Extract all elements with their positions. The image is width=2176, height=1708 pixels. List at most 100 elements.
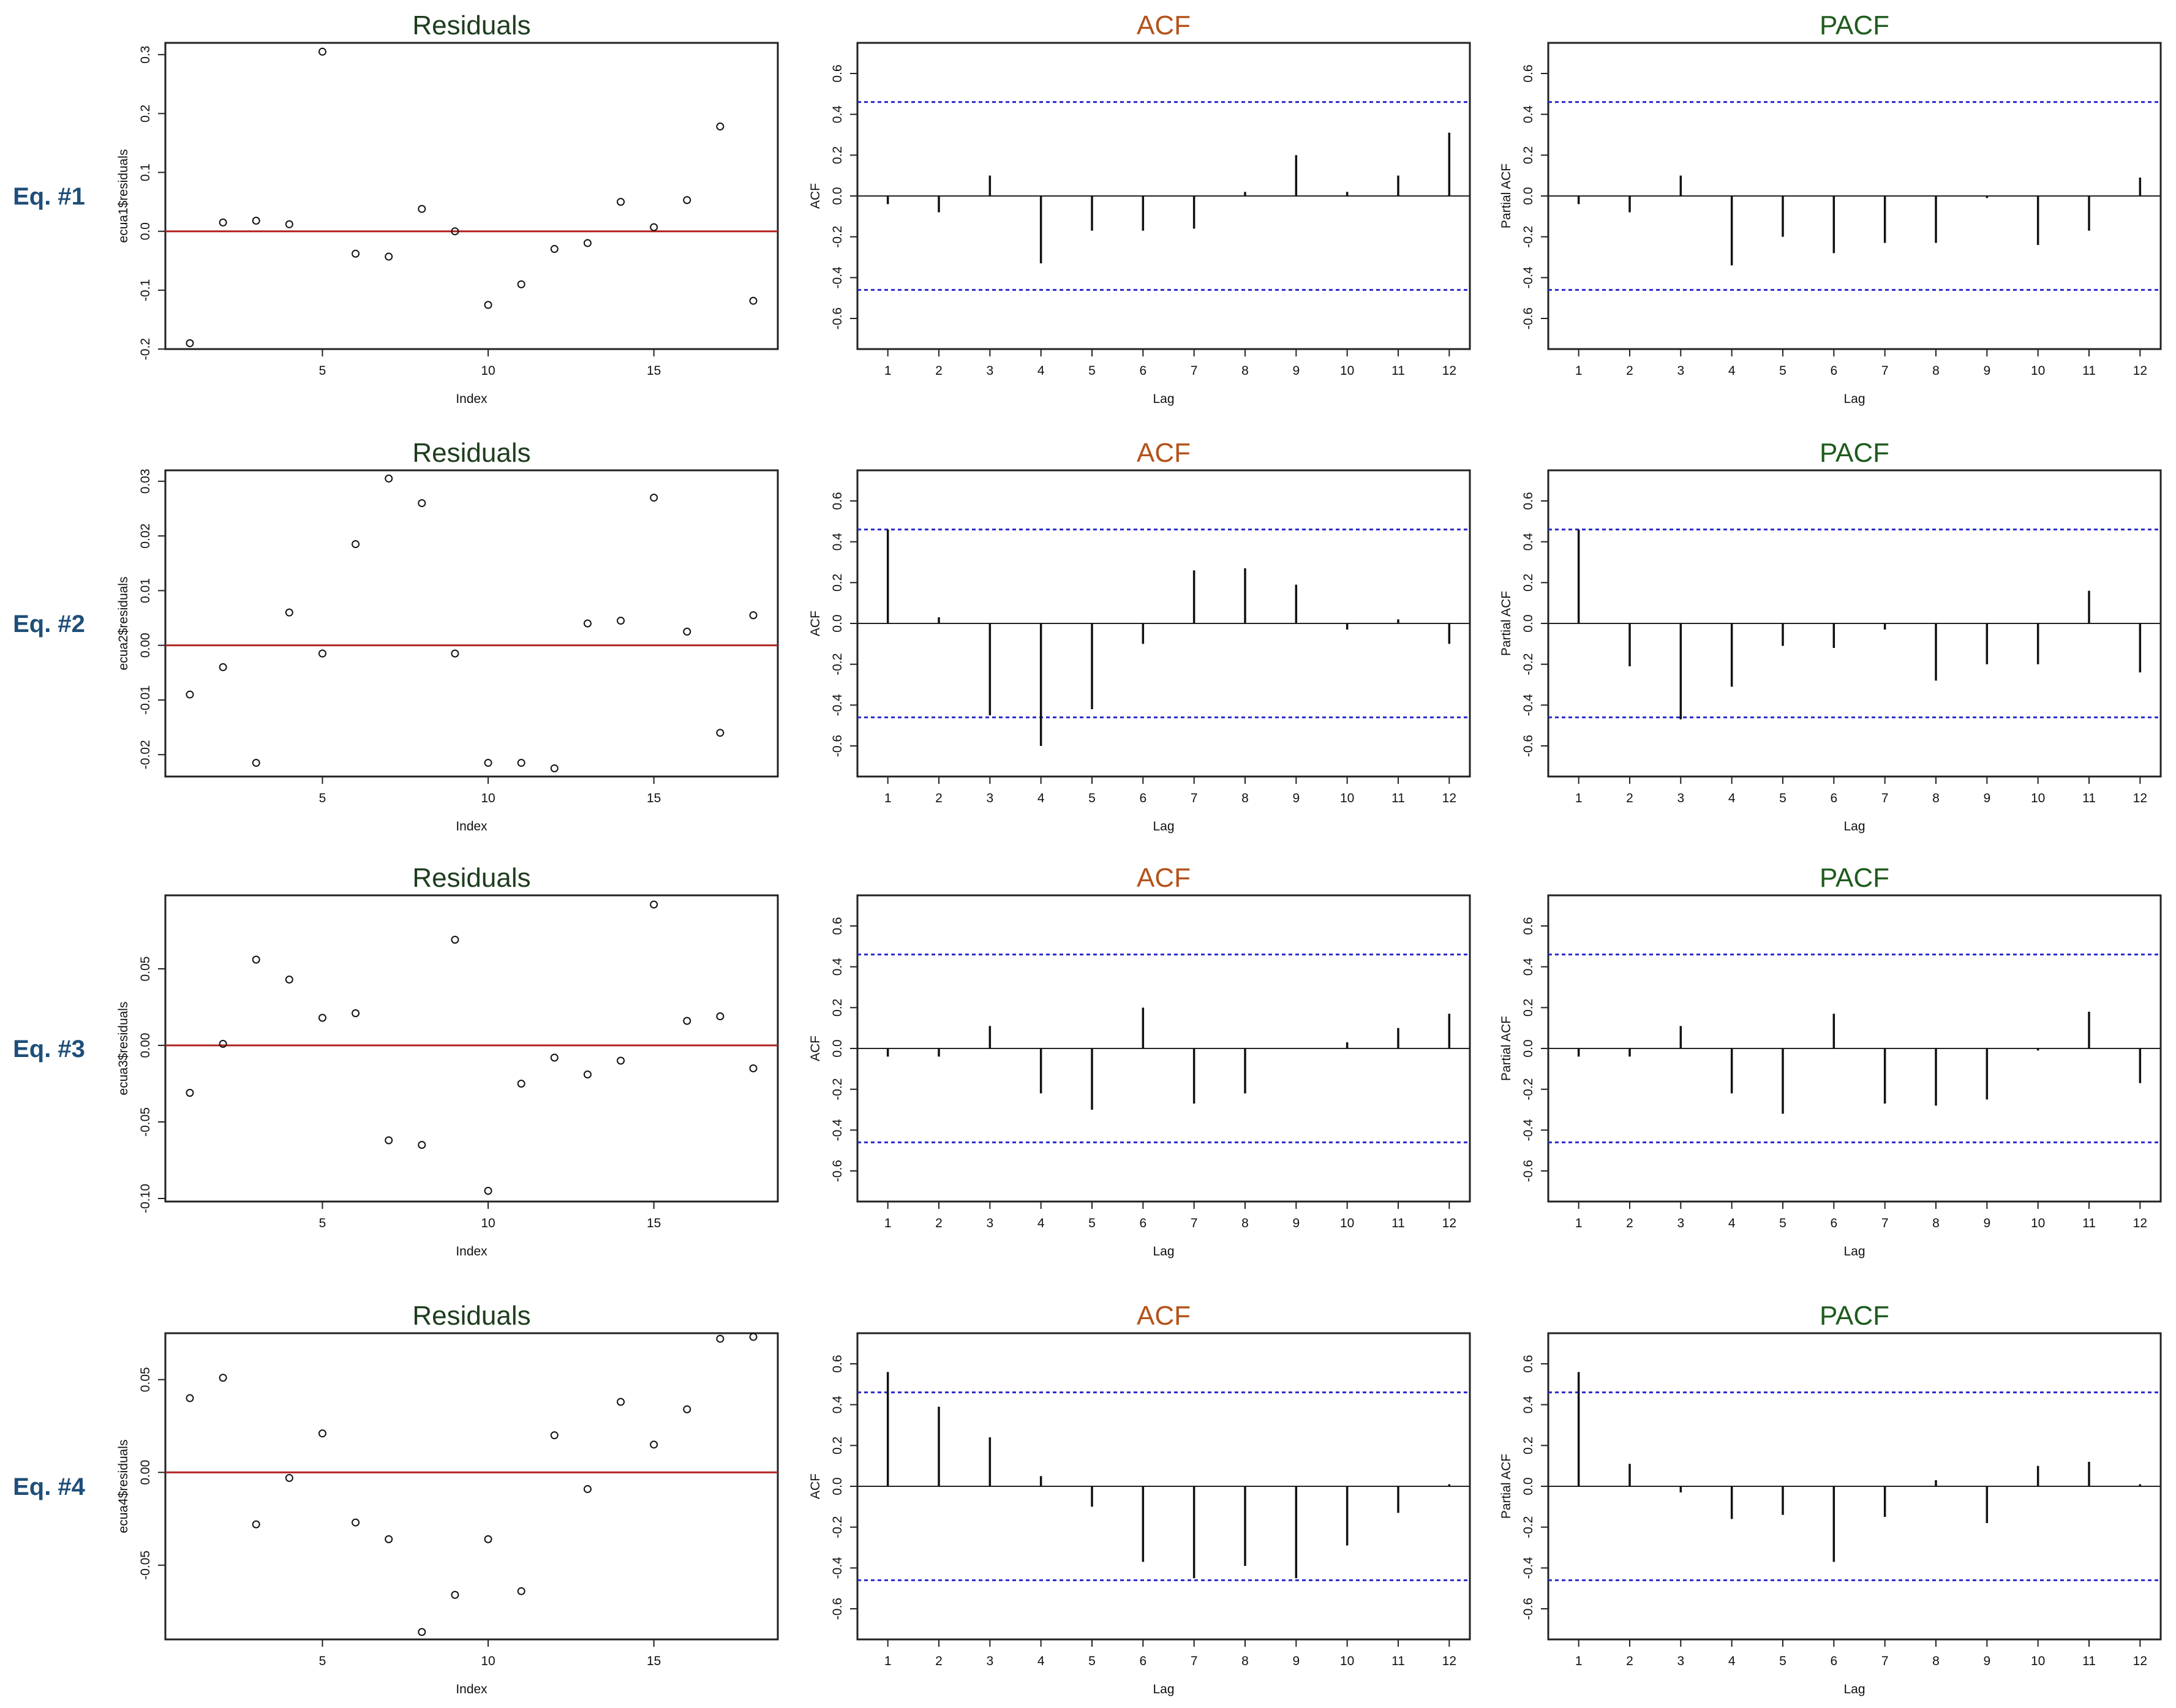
lag-tick-label: 1 [1575,791,1583,805]
lag-tick-label: 4 [1728,1654,1736,1668]
lag-tick-label: 12 [2133,1216,2147,1230]
residual-point [617,617,625,625]
residuals-panel: Residuals -0.2 -0.1 0.0 0.1 0.2 0.3 ecua1$resid… [116,10,779,406]
plot-frame [164,469,779,778]
pacf-title: PACF [1820,438,1889,468]
y-tick-label: 0.0 [830,614,845,632]
lag-tick-label: 9 [1983,1654,1990,1668]
residual-point [385,252,393,261]
lag-tick-label: 4 [1037,1654,1045,1668]
y-tick-label: -0.6 [1521,1160,1535,1182]
y-tick-label: -0.6 [830,1598,845,1620]
lag-tick-label: 12 [1442,1654,1456,1668]
lag-tick-label: 6 [1830,364,1837,378]
lag-tick-label: 6 [1139,1216,1146,1230]
y-tick-label: 0.0 [1521,1477,1535,1495]
lag-tick-label: 11 [2082,1654,2096,1668]
lag-tick-label: 5 [1088,1654,1096,1668]
y-tick-label: -0.6 [830,307,845,329]
lag-tick-label: 4 [1728,791,1736,805]
residual-point [683,627,691,636]
x-tick-label: 5 [319,1216,326,1230]
y-tick-label: 0.4 [830,105,845,124]
lag-tick-label: 8 [1932,1216,1940,1230]
pacf-panel: PACF -0.6 -0.4 -0.2 0.0 0.2 0.4 0.6 Partial ACF L… [1499,10,2162,406]
residual-point [716,1012,725,1020]
lag-tick-label: 7 [1881,791,1889,805]
row-eq-1: Eq. #1 Residuals -0.2 -0.1 0.0 0.1 0.2 0.3 ecua1… [13,10,2162,406]
y-tick-label: 0.02 [138,524,152,549]
y-tick-label: 0.05 [138,1367,152,1392]
acf-title: ACF [1137,1301,1191,1331]
lag-tick-label: 10 [1340,1654,1354,1668]
residual-point [550,245,559,254]
lag-tick-label: 6 [1830,1216,1837,1230]
lag-tick-label: 10 [1340,791,1354,805]
y-tick-label: 0.0 [1521,1039,1535,1057]
lag-tick-label: 7 [1191,1654,1198,1668]
acf-title: ACF [1137,438,1191,468]
y-tick-label: 0.6 [830,64,845,82]
lag-tick-label: 9 [1292,791,1300,805]
residual-point [617,198,625,206]
residual-point [650,1440,658,1449]
lag-tick-label: 10 [1340,1216,1354,1230]
lag-tick-label: 10 [2031,1654,2045,1668]
residual-point [318,47,326,56]
x-axis-label: Index [456,1682,488,1696]
y-tick-label: -0.2 [138,338,152,360]
pacf-title: PACF [1820,1301,1889,1331]
x-tick-label: 5 [319,791,326,805]
lag-tick-label: 12 [2133,1654,2147,1668]
residual-point [385,474,393,483]
row-eq-4: Eq. #4Residuals-0.050.000.05ecua4$residu… [13,1301,2162,1696]
lag-tick-label: 3 [1677,1654,1684,1668]
lag-tick-label: 8 [1932,1654,1940,1668]
lag-tick-label: 6 [1139,1654,1146,1668]
lag-tick-label: 2 [935,791,943,805]
lag-tick-label: 7 [1191,1216,1198,1230]
x-tick-label: 5 [319,364,326,378]
y-tick-label: -0.2 [830,653,845,675]
row-eq-2: Eq. #2Residuals-0.02-0.010.000.010.020.0… [13,438,2162,833]
y-tick-label: 0.4 [1521,533,1535,551]
lag-tick-label: 12 [1442,364,1456,378]
residuals-title: Residuals [412,438,530,468]
y-tick-label: 0.03 [138,468,152,494]
y-tick-label: -0.6 [1521,307,1535,329]
residual-point [484,1187,492,1195]
lag-tick-label: 10 [2031,364,2045,378]
lag-tick-label: 4 [1728,1216,1736,1230]
residual-point [186,1089,194,1097]
lag-tick-label: 1 [1575,1654,1583,1668]
residual-point [617,1398,625,1406]
residual-point [749,1333,758,1341]
lag-tick-label: 3 [1677,364,1684,378]
residual-point [517,1080,525,1088]
y-tick-label: 0.3 [138,46,152,64]
residual-point [683,1017,691,1025]
lag-tick-label: 11 [2082,364,2096,378]
y-tick-label: 0.05 [138,957,152,982]
x-axis-label: Index [456,819,488,833]
x-axis-label: Lag [1843,1682,1865,1696]
y-tick-label: 0.6 [1521,1355,1535,1372]
residuals-title: Residuals [412,1301,530,1331]
lag-tick-label: 11 [1391,791,1405,805]
pacf-panel: PACF -0.6 -0.4 -0.2 0.0 0.2 0.4 0.6 Partial ACF L… [1499,438,2162,833]
y-tick-label: -0.2 [1521,1078,1535,1100]
lag-tick-label: 5 [1779,1216,1786,1230]
lag-tick-label: 9 [1292,1216,1300,1230]
residual-point [451,1590,459,1599]
lag-tick-label: 9 [1983,791,1990,805]
lag-tick-label: 8 [1241,791,1249,805]
y-tick-label: -0.4 [830,266,845,289]
x-axis-label: Lag [1153,1244,1174,1258]
pacf-title: PACF [1820,10,1889,40]
x-tick-label: 10 [481,1654,495,1668]
residual-point [352,1518,360,1527]
lag-tick-label: 2 [1626,1216,1633,1230]
lag-tick-label: 1 [884,1216,892,1230]
